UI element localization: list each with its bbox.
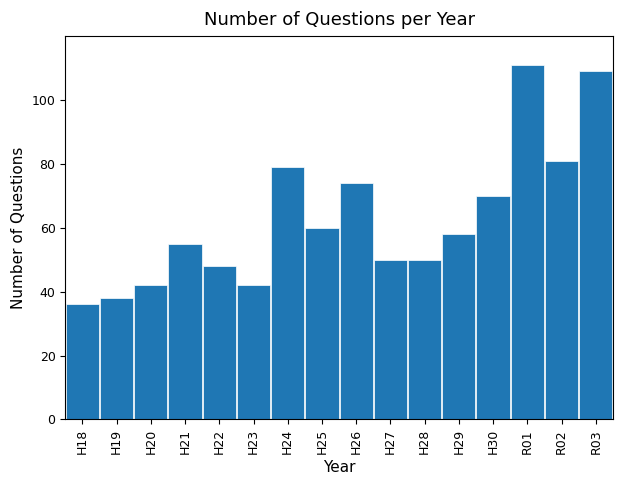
Bar xyxy=(477,196,510,419)
Bar xyxy=(66,304,99,419)
Bar xyxy=(271,167,305,419)
Bar xyxy=(339,183,373,419)
Bar xyxy=(510,65,544,419)
Bar xyxy=(579,71,612,419)
Bar xyxy=(374,260,407,419)
Bar xyxy=(545,161,578,419)
Title: Number of Questions per Year: Number of Questions per Year xyxy=(203,11,475,29)
Bar xyxy=(305,228,339,419)
X-axis label: Year: Year xyxy=(323,460,355,475)
Bar xyxy=(442,234,475,419)
Bar xyxy=(408,260,441,419)
Bar xyxy=(203,266,236,419)
Bar xyxy=(168,244,202,419)
Bar xyxy=(237,285,270,419)
Bar xyxy=(134,285,167,419)
Y-axis label: Number of Questions: Number of Questions xyxy=(11,147,26,309)
Bar xyxy=(100,298,133,419)
